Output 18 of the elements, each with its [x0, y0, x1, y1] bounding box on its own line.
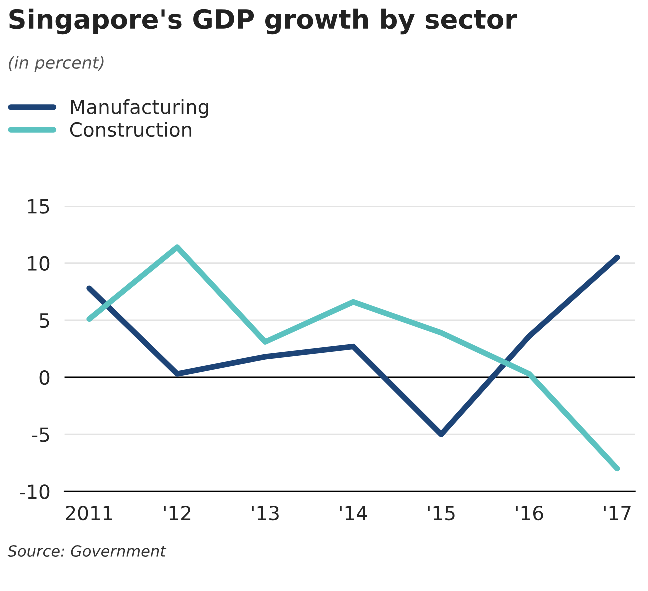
x-tick-label: '14 [340, 506, 368, 520]
y-tick-label: 15 [28, 199, 50, 214]
y-tick-label: -10 [20, 484, 50, 500]
x-tick-label: '13 [252, 506, 279, 521]
x-tick-label: '16 [516, 506, 544, 521]
y-tick-label: 5 [40, 314, 50, 328]
x-tick-label: '15 [428, 506, 455, 521]
source-note: Source: Government [8, 545, 167, 558]
legend-label: Manufacturing [71, 99, 208, 118]
chart-subtitle: (in percent) [9, 56, 104, 72]
y-tick-label: 10 [28, 256, 50, 272]
y-tick-label: -5 [32, 428, 50, 442]
x-tick-label: '17 [604, 506, 631, 520]
legend-label: Construction [70, 122, 192, 138]
x-tick-label: '12 [164, 506, 191, 520]
x-tick-label: 2011 [66, 506, 112, 521]
chart-title: Singapore's GDP growth by sector [10, 8, 518, 35]
y-tick-label: 0 [40, 370, 50, 386]
